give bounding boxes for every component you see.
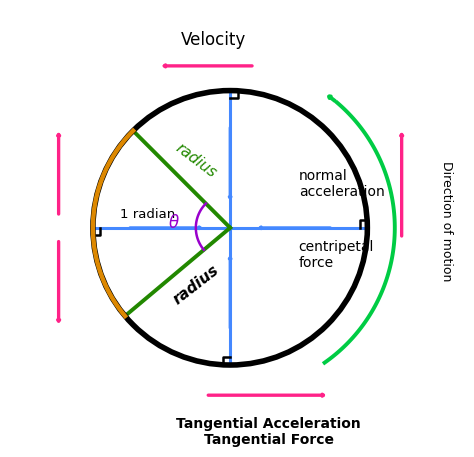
Text: radius: radius	[170, 262, 222, 307]
Text: Direction of motion: Direction of motion	[440, 161, 454, 281]
Text: θ: θ	[169, 214, 179, 232]
Text: radius: radius	[173, 141, 219, 181]
Text: Tangential Acceleration
Tangential Force: Tangential Acceleration Tangential Force	[176, 417, 361, 447]
Text: centripetal
force: centripetal force	[299, 240, 374, 271]
Text: Velocity: Velocity	[181, 32, 246, 49]
Text: 1 radian: 1 radian	[120, 207, 175, 221]
Text: normal
acceleration: normal acceleration	[299, 169, 384, 199]
